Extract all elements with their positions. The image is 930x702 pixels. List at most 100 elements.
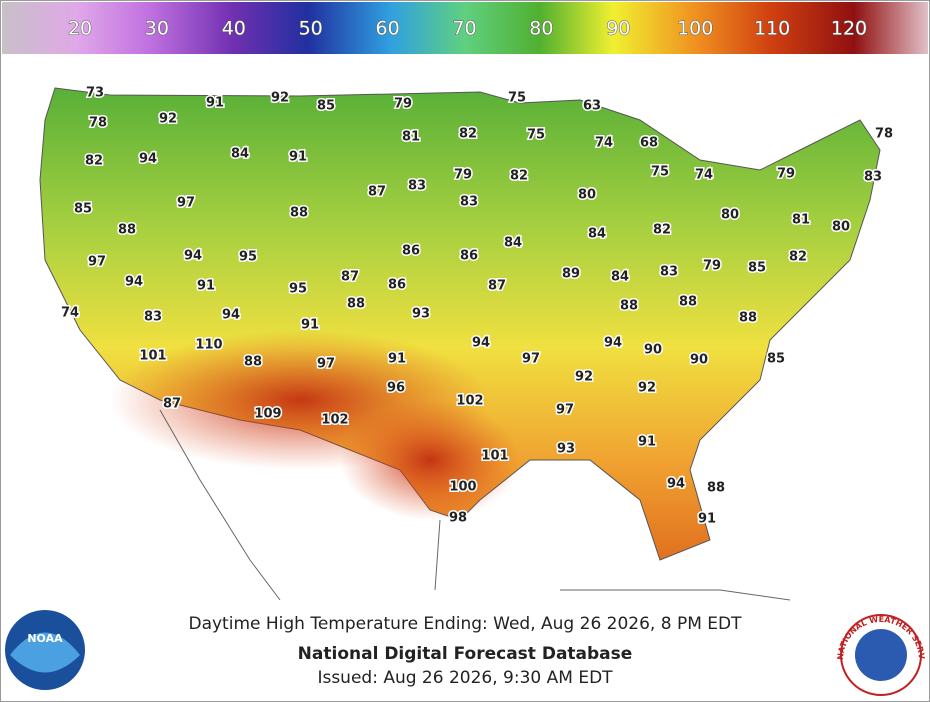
temperature-label: 79 [777,167,795,182]
temperature-label: 83 [660,265,678,280]
temperature-label: 94 [472,336,490,351]
temperature-label: 88 [290,206,308,221]
temperature-label: 101 [139,349,166,364]
temperature-label: 73 [86,86,104,101]
temperature-label: 93 [557,442,575,457]
footer-title: National Digital Forecast Database [298,644,633,664]
temperature-label: 94 [184,249,202,264]
color-bar-label: 70 [452,18,476,40]
temperature-label: 68 [640,136,658,151]
temperature-label: 91 [388,352,406,367]
temperature-label: 97 [177,196,195,211]
temperature-label: 96 [387,381,405,396]
temperature-label: 82 [510,169,528,184]
temperature-label: 75 [508,91,526,106]
temperature-label: 75 [651,165,669,180]
temperature-label: 91 [289,150,307,165]
temperature-label: 91 [206,96,224,111]
temperature-label: 78 [875,127,893,142]
temperature-label: 88 [679,295,697,310]
temperature-label: 80 [578,188,596,203]
temperature-label: 82 [85,154,103,169]
temperature-label: 84 [588,227,606,242]
temperature-label: 82 [459,127,477,142]
temperature-label: 100 [449,480,476,495]
temperature-label: 88 [707,481,725,496]
color-bar-label: 110 [754,18,790,40]
temperature-label: 85 [748,261,766,276]
temperature-label: 88 [118,223,136,238]
temperature-label: 75 [527,128,545,143]
temperature-label: 91 [197,279,215,294]
temperature-label: 78 [89,116,107,131]
color-bar-label: 40 [222,18,246,40]
temperature-label: 110 [195,338,222,353]
temperature-label: 101 [481,449,508,464]
temperature-label: 95 [289,282,307,297]
temperature-label: 92 [575,370,593,385]
temperature-label: 94 [125,275,143,290]
color-bar-label: 60 [376,18,400,40]
temperature-label: 80 [721,208,739,223]
temperature-label: 94 [667,477,685,492]
color-bar-label: 120 [831,18,867,40]
temperature-label: 85 [767,352,785,367]
color-bar-label: 100 [677,18,713,40]
color-bar-label: 30 [145,18,169,40]
temperature-label: 83 [460,195,478,210]
temperature-label: 90 [690,353,708,368]
temperature-label: 92 [271,91,289,106]
temperature-label: 63 [583,99,601,114]
temperature-label: 102 [456,394,483,409]
temperature-label: 91 [301,318,319,333]
temperature-label: 97 [522,352,540,367]
temperature-label: 97 [317,357,335,372]
temperature-label: 74 [61,306,79,321]
temperature-label: 74 [595,136,613,151]
temperature-label: 79 [394,97,412,112]
temperature-label: 109 [254,407,281,422]
temperature-label: 98 [449,511,467,526]
temperature-label: 94 [604,336,622,351]
outline [159,409,791,601]
color-bar-label: 20 [68,18,92,40]
temperature-label: 83 [864,170,882,185]
color-bar-label: 80 [529,18,553,40]
temperature-label: 88 [739,311,757,326]
temperature-label: 95 [239,250,257,265]
temperature-label: 81 [402,130,420,145]
temperature-label: 80 [832,220,850,235]
temperature-label: 86 [388,278,406,293]
temperature-label: 86 [402,244,420,259]
temperature-label: 85 [317,99,335,114]
temperature-label: 97 [88,255,106,270]
temperature-label: 83 [408,179,426,194]
temperature-label: 84 [611,270,629,285]
temperature-label: 93 [412,307,430,322]
temperature-label: 74 [695,168,713,183]
temperature-label: 84 [231,147,249,162]
temperature-label: 88 [244,355,262,370]
color-bar-label: 50 [299,18,323,40]
temperature-label: 91 [698,512,716,527]
temperature-label: 88 [347,297,365,312]
temperature-label: 87 [368,185,386,200]
temperature-label: 87 [341,270,359,285]
temperature-label: 82 [789,250,807,265]
temperature-label: 84 [504,236,522,251]
temperature-label: 92 [159,112,177,127]
temperature-label: 85 [74,202,92,217]
color-bar [2,2,928,54]
footer-line: Issued: Aug 26 2026, 9:30 AM EDT [317,668,613,688]
temperature-label: 88 [620,299,638,314]
temperature-label: 81 [792,213,810,228]
temperature-label: 87 [163,397,181,412]
temperature-label: 82 [653,223,671,238]
temperature-label: 87 [488,279,506,294]
temperature-label: 91 [638,435,656,450]
temperature-label: 102 [321,413,348,428]
temperature-label: 94 [139,152,157,167]
temperature-label: 86 [460,249,478,264]
nws-logo-inner [855,629,907,681]
